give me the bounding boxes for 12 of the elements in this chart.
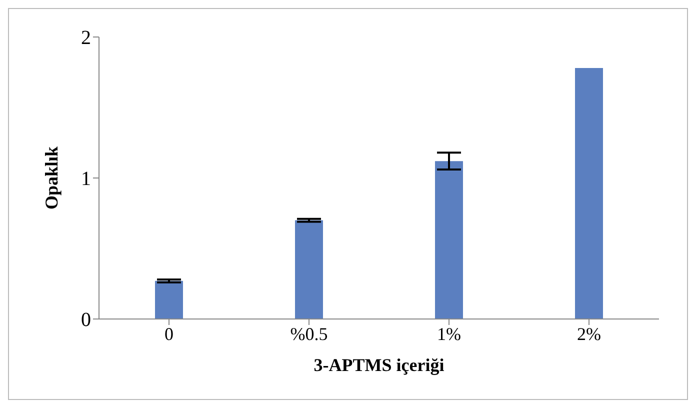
bar [155,280,183,319]
y-tick-label: 2 [81,27,91,50]
x-tick-label: 0 [164,324,174,344]
bar [435,161,463,319]
x-tick-label: 1% [437,324,461,344]
x-tick-label: %0.5 [290,324,328,344]
y-axis-title: Opaklık [41,146,62,210]
y-tick-label: 1 [81,168,91,190]
x-axis-title: 3-APTMS içeriği [314,355,444,375]
bar [575,68,603,319]
bar [295,220,323,319]
x-tick-label: 2% [577,324,601,344]
